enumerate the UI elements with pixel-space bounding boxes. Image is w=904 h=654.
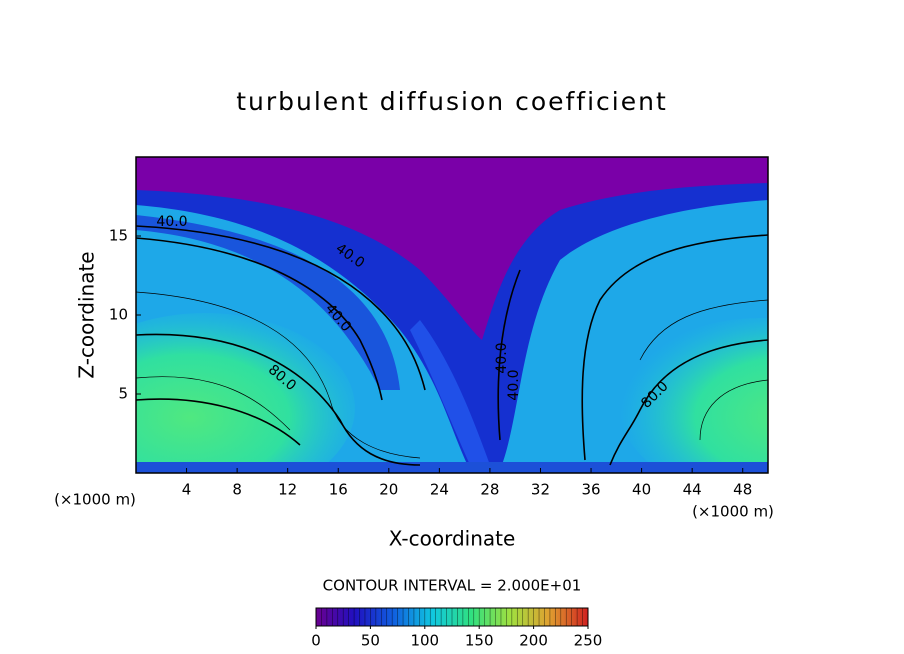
contour-label: 40.0 xyxy=(156,214,187,230)
y-tick-label: 5 xyxy=(118,385,128,403)
field-top xyxy=(136,157,768,340)
x-tick-label: 12 xyxy=(278,481,297,499)
x-tick-label: 20 xyxy=(379,481,398,499)
contours xyxy=(136,225,768,466)
x-unit: (×1000 m) xyxy=(54,491,136,509)
x-tick-label: 24 xyxy=(430,481,449,499)
x-tick-label: 48 xyxy=(733,481,752,499)
y-tick-label: 10 xyxy=(109,306,128,324)
contours-thin xyxy=(136,291,768,459)
colorbar-tick-label: 200 xyxy=(519,632,548,650)
x-tick-label: 16 xyxy=(329,481,348,499)
colorbar-tick-label: 150 xyxy=(465,632,494,650)
colorbar-tick-label: 0 xyxy=(311,632,321,650)
x-tick-label: 36 xyxy=(581,481,600,499)
field-band xyxy=(136,157,768,470)
contour-label: 40.0 xyxy=(494,342,510,373)
contour-interval: CONTOUR INTERVAL = 2.000E+01 xyxy=(323,577,582,595)
field-blob xyxy=(620,318,768,473)
field-blob xyxy=(136,313,355,473)
chart-title: turbulent diffusion coefficient xyxy=(236,87,668,116)
x-axis-title: X-coordinate xyxy=(389,527,516,551)
colorbar-tick-label: 100 xyxy=(410,632,439,650)
field-plume xyxy=(410,320,490,465)
x-tick-label: 28 xyxy=(480,481,499,499)
colorbar-tick-label: 250 xyxy=(574,632,603,650)
x-tick-label: 40 xyxy=(632,481,651,499)
colorbar: 0 50 100 150 200 250 xyxy=(311,607,603,650)
x-tick-label: 4 xyxy=(182,481,192,499)
y-tick-label: 15 xyxy=(109,227,128,245)
x-tick-label: 32 xyxy=(531,481,550,499)
x-tick-label: 8 xyxy=(232,481,242,499)
y-axis-title: Z-coordinate xyxy=(75,251,99,378)
field xyxy=(136,157,768,473)
x-tick-label: 44 xyxy=(683,481,702,499)
x-unit: (×1000 m) xyxy=(692,503,774,521)
colorbar-tick-label: 50 xyxy=(361,632,380,650)
contour-label: 40.0 xyxy=(506,369,522,400)
field-base-strip xyxy=(136,462,768,473)
